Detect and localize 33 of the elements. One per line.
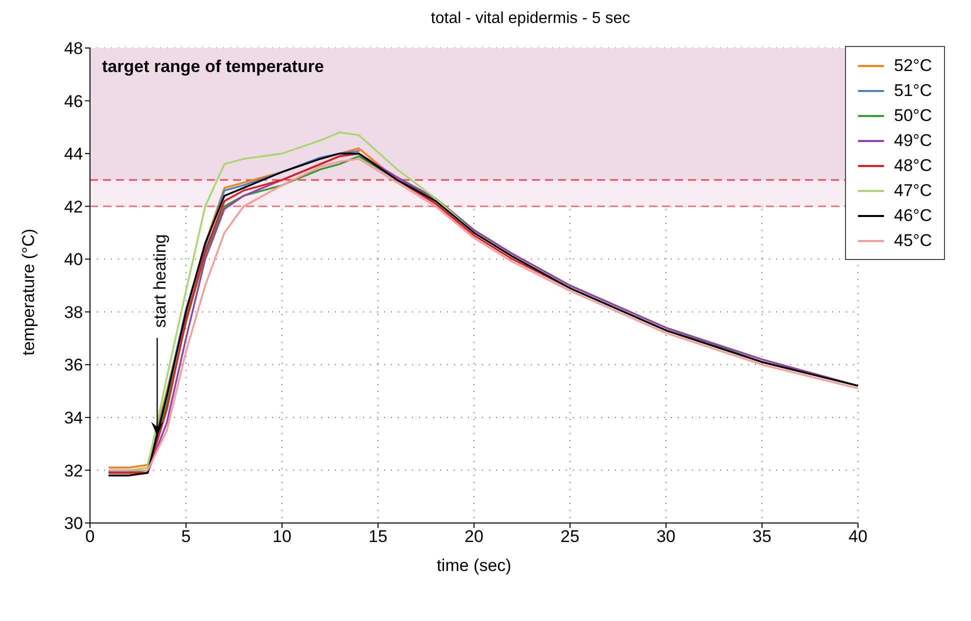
y-tick-label: 30 [64, 514, 83, 534]
x-tick-label: 20 [464, 527, 484, 546]
x-tick-label: 0 [85, 527, 95, 546]
legend-label: 45°C [894, 230, 932, 250]
y-tick-label: 46 [64, 92, 83, 111]
chart-title: total - vital epidermis - 5 sec [430, 10, 632, 28]
x-tick-label: 35 [752, 527, 772, 546]
y-tick-label: 42 [64, 197, 83, 216]
legend-label: 46°C [894, 206, 932, 226]
annotation: start heating [150, 234, 170, 328]
x-axis-title: time (sec) [436, 556, 512, 575]
y-tick-label: 34 [64, 408, 83, 428]
x-tick-label: 5 [181, 527, 191, 546]
y-tick-label: 38 [64, 302, 83, 322]
y-axis-title: temperature (°C) [19, 228, 38, 356]
legend-label: 48°C [894, 156, 932, 176]
legend-label: 51°C [894, 80, 932, 100]
legend-label: 47°C [894, 180, 932, 200]
y-tick-label: 44 [64, 144, 83, 164]
y-tick-label: 40 [64, 250, 83, 270]
legend-label: 52°C [894, 56, 932, 76]
x-tick-label: 15 [368, 527, 388, 546]
y-tick-label: 36 [64, 356, 83, 375]
band-label: target range of temperature [102, 57, 324, 76]
line-series [108, 150, 360, 472]
y-tick-label: 32 [64, 461, 83, 480]
x-tick-label: 10 [272, 527, 292, 546]
x-tick-label: 40 [848, 527, 868, 546]
legend-label: 50°C [894, 106, 932, 126]
x-tick-label: 30 [656, 527, 676, 546]
x-tick-label: 25 [560, 527, 580, 546]
y-tick-label: 48 [64, 39, 83, 58]
legend-label: 49°C [894, 130, 932, 150]
